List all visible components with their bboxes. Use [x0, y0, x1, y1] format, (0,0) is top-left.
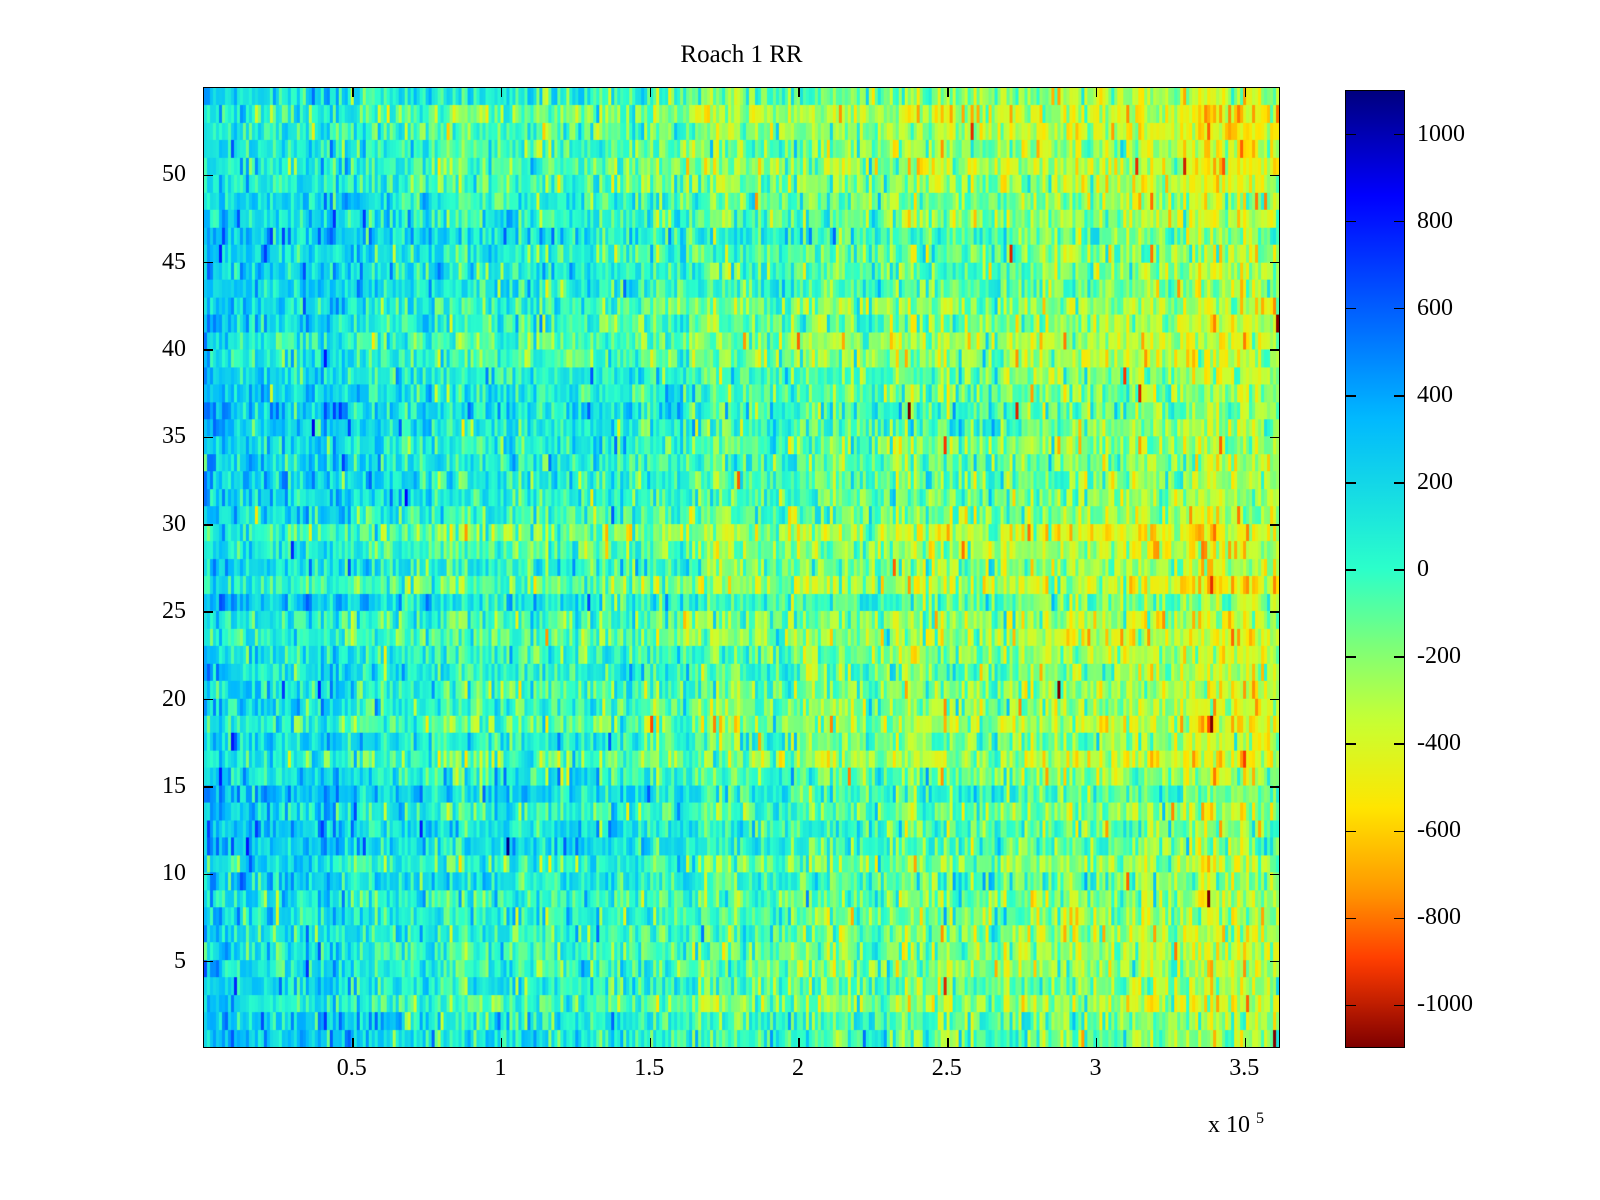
chart-title: Roach 1 RR — [680, 41, 803, 68]
colorbar-tick-label: 400 — [1417, 381, 1453, 408]
colorbar-tick — [1346, 569, 1356, 571]
colorbar-tick — [1394, 220, 1404, 223]
y-axis-tick — [1270, 261, 1279, 264]
colorbar-tick-label: 800 — [1417, 207, 1453, 234]
colorbar-tick — [1394, 569, 1404, 571]
x-axis-tick — [1244, 1038, 1247, 1047]
colorbar-tick-label: -200 — [1417, 643, 1461, 670]
colorbar-tick — [1394, 743, 1404, 745]
colorbar-tick — [1346, 830, 1356, 833]
x-axis-tick-label: 1 — [494, 1055, 507, 1081]
y-axis-tick — [204, 436, 213, 439]
colorbar-tick-label: 1000 — [1417, 120, 1465, 147]
y-axis-tick — [1270, 698, 1279, 701]
x-axis-tick-label: 3 — [1089, 1055, 1102, 1081]
x-axis-tick — [500, 88, 503, 97]
colorbar-tick — [1394, 1004, 1404, 1007]
x-axis-tick — [947, 88, 949, 97]
x-axis-tick — [1095, 1038, 1098, 1047]
y-axis-tick — [204, 698, 213, 701]
colorbar-tick — [1346, 133, 1356, 136]
colorbar-tick — [1394, 307, 1404, 310]
y-axis-tick-label: 20 — [162, 685, 186, 712]
x-axis-tick-label: 2.5 — [931, 1055, 962, 1081]
y-axis-tick — [204, 174, 213, 177]
y-axis-tick — [204, 960, 213, 963]
colorbar-tick-label: -1000 — [1417, 991, 1473, 1018]
x-axis-tick — [352, 88, 354, 97]
x-axis-tick — [1244, 88, 1247, 97]
x-axis-tick — [500, 1038, 503, 1047]
x-axis-tick-label: 3.5 — [1229, 1055, 1260, 1081]
x-axis-tick — [1095, 88, 1098, 97]
colorbar-tick-label: 200 — [1417, 468, 1453, 495]
x-axis-exponent-label: x 10 5 — [1208, 1110, 1264, 1138]
y-axis-tick-label: 50 — [162, 161, 186, 188]
colorbar-tick — [1394, 656, 1404, 658]
y-axis-tick — [204, 261, 213, 264]
x-axis-tick-label: 0.5 — [336, 1055, 367, 1081]
colorbar-tick-label: -400 — [1417, 730, 1461, 757]
y-axis-tick — [1270, 873, 1279, 876]
y-axis-tick — [1270, 524, 1279, 526]
y-axis-tick — [204, 873, 213, 876]
colorbar-tick — [1346, 482, 1356, 484]
y-axis-tick-label: 5 — [174, 947, 186, 974]
y-axis-tick-label: 35 — [162, 423, 186, 450]
y-axis-tick — [1270, 786, 1279, 788]
colorbar-tick-label: -600 — [1417, 817, 1461, 844]
heatmap-axes[interactable] — [203, 87, 1280, 1048]
x-axis-tick-label: 2 — [792, 1055, 805, 1081]
x-axis-tick — [798, 88, 800, 97]
colorbar-tick — [1346, 743, 1356, 745]
colorbar-tick-label: -800 — [1417, 904, 1461, 931]
y-axis-tick — [1270, 436, 1279, 439]
colorbar-tick — [1394, 830, 1404, 833]
colorbar-tick — [1394, 917, 1404, 920]
y-axis-tick-label: 15 — [162, 772, 186, 799]
y-axis-tick — [204, 786, 213, 788]
y-axis-tick — [1270, 349, 1279, 351]
y-axis-tick-label: 10 — [162, 860, 186, 887]
x-axis-tick — [352, 1038, 354, 1047]
y-axis-tick-label: 30 — [162, 510, 186, 537]
x-axis-tick — [649, 88, 652, 97]
y-axis-tick-label: 25 — [162, 598, 186, 625]
colorbar-tick — [1394, 395, 1404, 397]
colorbar-tick — [1346, 917, 1356, 920]
heatmap-image — [204, 88, 1279, 1047]
x-axis-tick-label: 1.5 — [634, 1055, 665, 1081]
y-axis-tick — [1270, 960, 1279, 963]
colorbar-tick — [1346, 656, 1356, 658]
y-axis-tick — [1270, 611, 1279, 613]
colorbar[interactable] — [1345, 90, 1405, 1048]
colorbar-tick — [1394, 133, 1404, 136]
x-axis-tick — [649, 1038, 652, 1047]
colorbar-tick — [1346, 395, 1356, 397]
colorbar-tick — [1346, 220, 1356, 223]
y-axis-tick-label: 40 — [162, 336, 186, 363]
x-axis-tick — [947, 1038, 949, 1047]
colorbar-tick-label: 0 — [1417, 556, 1429, 582]
colorbar-tick — [1346, 307, 1356, 310]
colorbar-tick — [1346, 1004, 1356, 1007]
colorbar-tick — [1394, 482, 1404, 484]
y-axis-tick — [204, 349, 213, 351]
x-axis-tick — [798, 1038, 800, 1047]
y-axis-tick-label: 45 — [162, 248, 186, 275]
colorbar-tick-label: 600 — [1417, 294, 1453, 321]
y-axis-tick — [204, 524, 213, 526]
y-axis-tick — [204, 611, 213, 613]
y-axis-tick — [1270, 174, 1279, 177]
colorbar-gradient — [1346, 91, 1404, 1047]
